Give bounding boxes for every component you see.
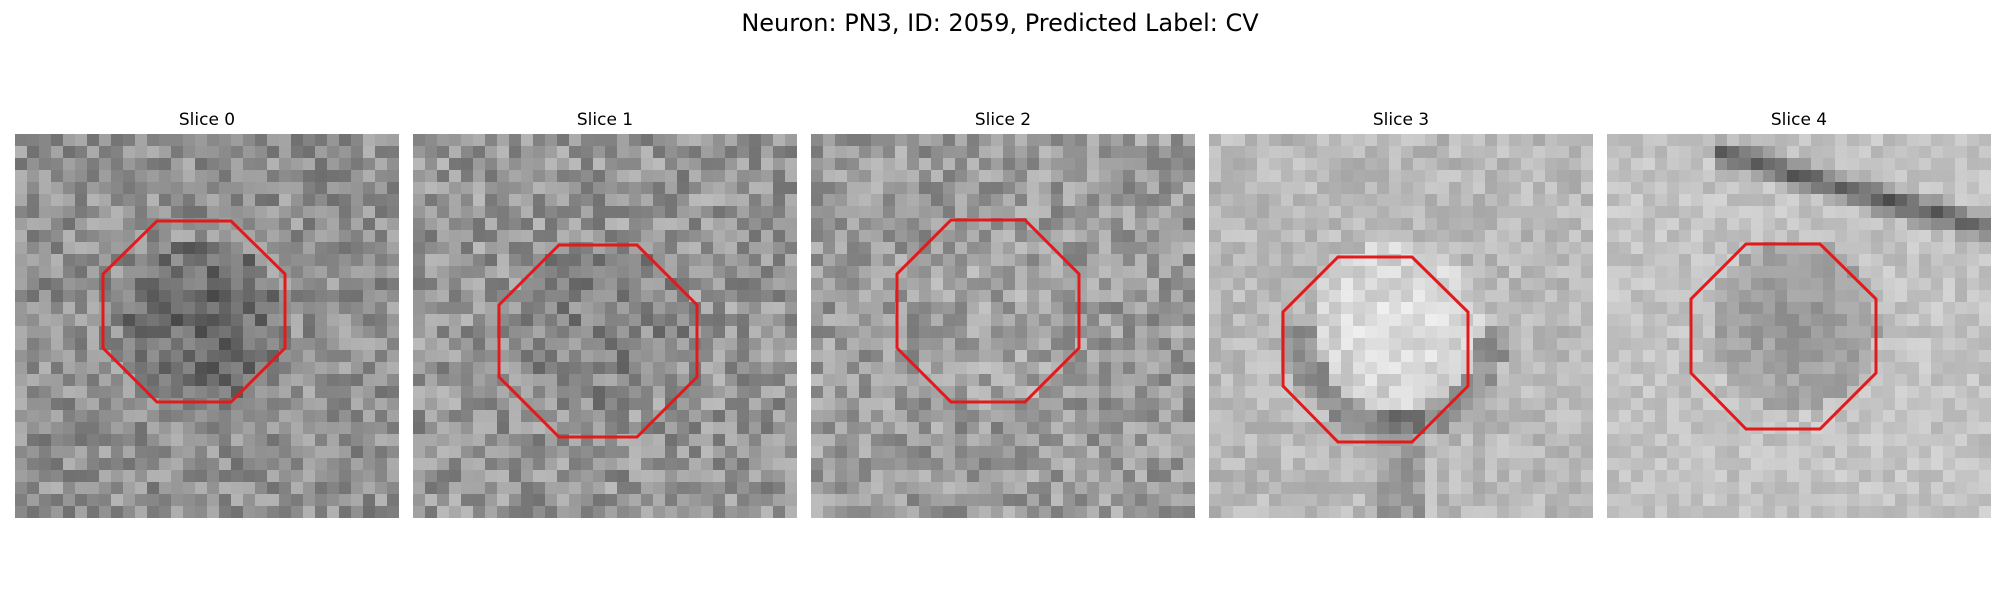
figure-title: Neuron: PN3, ID: 2059, Predicted Label: … xyxy=(0,8,2000,38)
slice-title-1: Slice 1 xyxy=(413,108,797,132)
slice-panel-1: Slice 1 xyxy=(413,108,797,526)
slice-panel-4: Slice 4 xyxy=(1607,108,1991,526)
slice-image-2 xyxy=(811,134,1195,518)
slice-image-3 xyxy=(1209,134,1593,518)
slice-title-3: Slice 3 xyxy=(1209,108,1593,132)
slice-title-0: Slice 0 xyxy=(15,108,399,132)
slice-panel-0: Slice 0 xyxy=(15,108,399,526)
slice-image-0 xyxy=(15,134,399,518)
slice-image-1 xyxy=(413,134,797,518)
slice-title-2: Slice 2 xyxy=(811,108,1195,132)
slice-panel-3: Slice 3 xyxy=(1209,108,1593,526)
slice-title-4: Slice 4 xyxy=(1607,108,1991,132)
slice-image-4 xyxy=(1607,134,1991,518)
slice-panel-2: Slice 2 xyxy=(811,108,1195,526)
